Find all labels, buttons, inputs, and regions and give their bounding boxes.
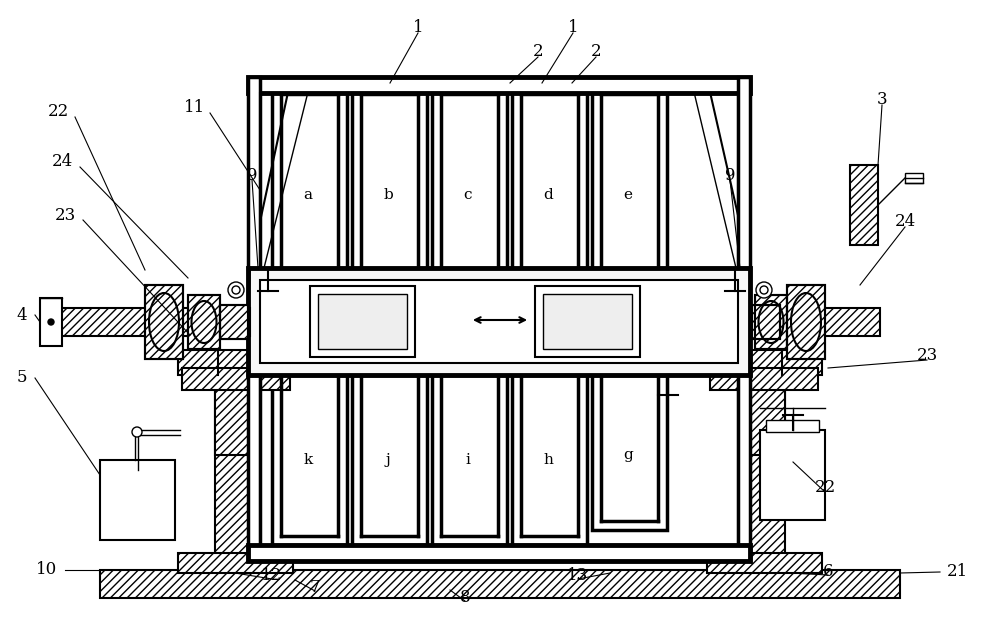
- Bar: [178, 553, 293, 573]
- Bar: [220, 305, 248, 339]
- Bar: [742, 350, 822, 375]
- Bar: [310, 286, 415, 357]
- Bar: [272, 375, 347, 545]
- Text: c: c: [464, 188, 472, 202]
- Text: j: j: [386, 453, 390, 467]
- Text: 22: 22: [814, 478, 836, 495]
- Bar: [738, 375, 750, 560]
- Text: 24: 24: [894, 214, 916, 230]
- Text: 12: 12: [261, 567, 283, 583]
- Bar: [745, 370, 785, 455]
- Bar: [592, 85, 667, 270]
- Bar: [710, 368, 818, 390]
- Bar: [248, 375, 260, 560]
- Text: k: k: [303, 453, 313, 467]
- Bar: [535, 286, 640, 357]
- Text: 4: 4: [17, 307, 27, 324]
- Text: 24: 24: [51, 153, 73, 170]
- Bar: [215, 370, 255, 455]
- Bar: [592, 375, 667, 530]
- Text: 13: 13: [567, 567, 589, 583]
- Bar: [745, 375, 785, 570]
- Bar: [272, 85, 347, 270]
- Text: 23: 23: [916, 347, 938, 364]
- Text: 10: 10: [36, 562, 58, 579]
- Bar: [248, 268, 750, 375]
- Circle shape: [756, 282, 772, 298]
- Bar: [215, 375, 255, 570]
- Bar: [850, 165, 878, 245]
- Bar: [60, 308, 250, 336]
- Bar: [787, 285, 825, 359]
- Bar: [750, 308, 880, 336]
- Bar: [188, 295, 220, 349]
- Bar: [248, 77, 260, 268]
- Text: 22: 22: [47, 104, 69, 120]
- Text: 23: 23: [54, 207, 76, 223]
- Bar: [432, 375, 507, 545]
- Bar: [260, 280, 738, 363]
- Bar: [40, 298, 62, 346]
- Circle shape: [48, 319, 54, 325]
- Bar: [905, 173, 923, 183]
- Text: 1: 1: [568, 20, 578, 36]
- Text: a: a: [304, 188, 312, 202]
- Bar: [707, 553, 822, 573]
- Bar: [220, 305, 248, 339]
- Text: 6: 6: [823, 563, 833, 581]
- Bar: [100, 570, 900, 598]
- Bar: [432, 85, 507, 270]
- Bar: [188, 295, 220, 349]
- Bar: [145, 285, 183, 359]
- Bar: [766, 420, 819, 432]
- Text: h: h: [543, 453, 553, 467]
- Bar: [752, 305, 780, 339]
- Text: 9: 9: [247, 167, 257, 184]
- Bar: [755, 295, 787, 349]
- Bar: [760, 430, 825, 520]
- Bar: [787, 285, 825, 359]
- Text: 8: 8: [460, 590, 470, 607]
- Bar: [352, 85, 427, 270]
- Bar: [352, 375, 427, 545]
- Text: b: b: [383, 188, 393, 202]
- Bar: [100, 460, 175, 540]
- Text: 7: 7: [310, 579, 320, 597]
- Circle shape: [132, 427, 142, 437]
- Text: d: d: [543, 188, 553, 202]
- Bar: [145, 285, 183, 359]
- Bar: [318, 294, 407, 349]
- Bar: [182, 368, 290, 390]
- Text: 9: 9: [725, 167, 735, 184]
- Text: g: g: [623, 448, 633, 462]
- Text: 1: 1: [413, 20, 423, 36]
- Bar: [755, 295, 787, 349]
- Bar: [178, 350, 258, 375]
- Text: 2: 2: [591, 43, 601, 60]
- Bar: [512, 85, 587, 270]
- Text: 5: 5: [17, 370, 27, 387]
- Circle shape: [232, 286, 240, 294]
- Text: e: e: [624, 188, 633, 202]
- Bar: [738, 77, 750, 268]
- Bar: [248, 545, 750, 561]
- Text: 3: 3: [877, 92, 887, 109]
- Text: 21: 21: [946, 563, 968, 581]
- Bar: [543, 294, 632, 349]
- Text: 11: 11: [184, 99, 206, 116]
- Text: 2: 2: [533, 43, 543, 60]
- Bar: [752, 305, 780, 339]
- Text: i: i: [466, 453, 470, 467]
- Circle shape: [228, 282, 244, 298]
- Bar: [512, 375, 587, 545]
- Bar: [248, 77, 750, 93]
